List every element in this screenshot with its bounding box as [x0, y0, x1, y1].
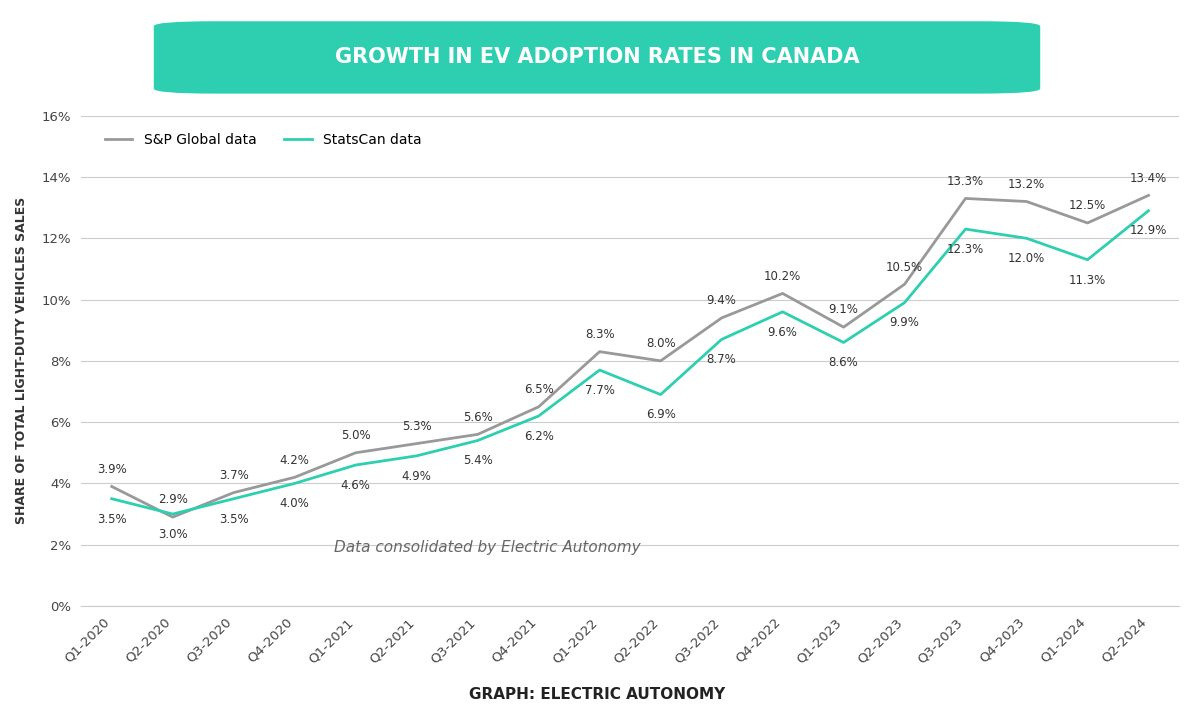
- Y-axis label: SHARE OF TOTAL LIGHT-DUTY VEHICLES SALES: SHARE OF TOTAL LIGHT-DUTY VEHICLES SALES: [16, 197, 27, 525]
- Text: 7.7%: 7.7%: [585, 384, 615, 397]
- Text: Data consolidated by Electric Autonomy: Data consolidated by Electric Autonomy: [334, 540, 641, 554]
- Text: 12.5%: 12.5%: [1069, 199, 1106, 212]
- Text: GRAPH: ELECTRIC AUTONOMY: GRAPH: ELECTRIC AUTONOMY: [469, 687, 725, 702]
- Text: 3.5%: 3.5%: [97, 513, 127, 525]
- Text: 2.9%: 2.9%: [158, 493, 187, 506]
- Text: 13.3%: 13.3%: [947, 174, 984, 188]
- Text: 9.4%: 9.4%: [707, 294, 737, 307]
- Text: 4.0%: 4.0%: [279, 497, 309, 510]
- Text: 12.0%: 12.0%: [1008, 252, 1045, 265]
- Text: 11.3%: 11.3%: [1069, 274, 1106, 286]
- Text: 4.9%: 4.9%: [401, 469, 431, 483]
- Text: 10.5%: 10.5%: [886, 260, 923, 274]
- Text: 5.3%: 5.3%: [402, 420, 431, 433]
- Text: 8.3%: 8.3%: [585, 328, 615, 341]
- FancyBboxPatch shape: [154, 21, 1040, 94]
- Text: 13.2%: 13.2%: [1008, 178, 1045, 191]
- Text: 9.1%: 9.1%: [829, 303, 858, 316]
- Text: 3.5%: 3.5%: [219, 513, 248, 525]
- Text: 5.4%: 5.4%: [463, 454, 493, 467]
- Text: 6.2%: 6.2%: [524, 430, 554, 443]
- Text: 4.6%: 4.6%: [340, 479, 370, 492]
- Text: 3.9%: 3.9%: [97, 463, 127, 476]
- Text: 10.2%: 10.2%: [764, 269, 801, 283]
- Text: 8.7%: 8.7%: [707, 353, 737, 366]
- Legend: S&P Global data, StatsCan data: S&P Global data, StatsCan data: [99, 128, 427, 152]
- Text: GROWTH IN EV ADOPTION RATES IN CANADA: GROWTH IN EV ADOPTION RATES IN CANADA: [334, 48, 860, 67]
- Text: 8.6%: 8.6%: [829, 356, 858, 369]
- Text: 3.7%: 3.7%: [219, 469, 248, 482]
- Text: 8.0%: 8.0%: [646, 337, 676, 350]
- Text: 13.4%: 13.4%: [1130, 172, 1167, 184]
- Text: 5.0%: 5.0%: [340, 429, 370, 442]
- Text: 9.6%: 9.6%: [768, 325, 798, 339]
- Text: 6.9%: 6.9%: [646, 408, 676, 421]
- Text: 12.9%: 12.9%: [1130, 225, 1168, 238]
- Text: 9.9%: 9.9%: [890, 316, 919, 330]
- Text: 3.0%: 3.0%: [158, 527, 187, 541]
- Text: 12.3%: 12.3%: [947, 243, 984, 256]
- Text: 5.6%: 5.6%: [463, 411, 493, 424]
- Text: 6.5%: 6.5%: [524, 383, 554, 396]
- Text: 4.2%: 4.2%: [279, 454, 309, 467]
